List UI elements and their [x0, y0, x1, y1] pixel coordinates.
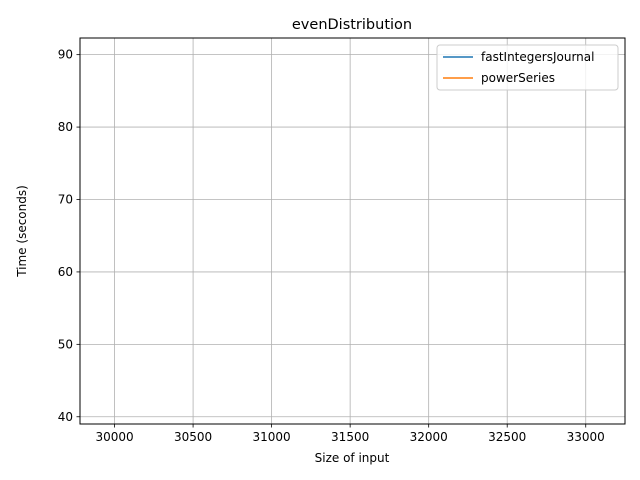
x-tick-label: 32500: [488, 430, 526, 444]
x-tick-label: 33000: [567, 430, 605, 444]
legend-label-powerSeries: powerSeries: [481, 71, 555, 85]
y-axis-label: Time (seconds): [15, 185, 29, 278]
grid-lines: [80, 38, 625, 424]
y-axis-ticks: 40 50 60 70 80 90: [58, 48, 80, 424]
x-tick-label: 30000: [95, 430, 133, 444]
y-tick-label: 90: [58, 48, 73, 62]
legend: fastIntegersJournal powerSeries: [436, 44, 619, 91]
y-tick-label: 40: [58, 410, 73, 424]
x-axis-label: Size of input: [315, 451, 390, 465]
plot-area-frame: [79, 37, 626, 425]
y-tick-label: 60: [58, 265, 73, 279]
legend-label-fastIntegersJournal: fastIntegersJournal: [481, 50, 594, 64]
y-tick-label: 80: [58, 120, 73, 134]
legend-box: [436, 44, 619, 91]
x-tick-label: 31000: [253, 430, 291, 444]
y-tick-label: 50: [58, 337, 73, 351]
y-tick-label: 70: [58, 192, 73, 206]
x-tick-label: 32000: [410, 430, 448, 444]
x-tick-label: 30500: [174, 430, 212, 444]
x-tick-label: 31500: [331, 430, 369, 444]
x-axis-ticks: 30000 30500 31000 31500 32000 32500 33000: [95, 424, 605, 444]
chart-title: evenDistribution: [292, 17, 412, 33]
